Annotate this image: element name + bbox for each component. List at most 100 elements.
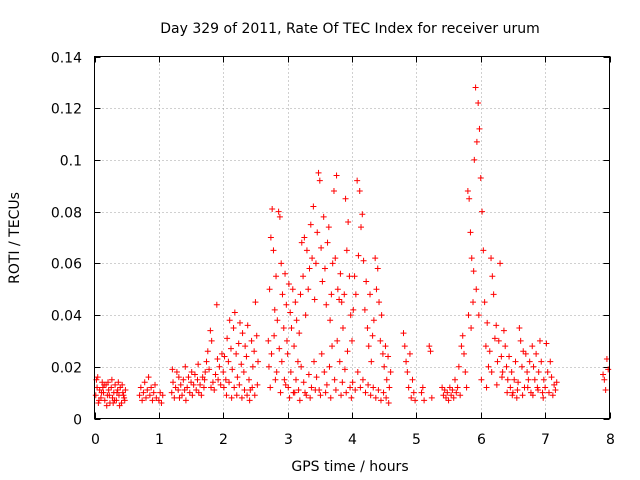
data-point bbox=[454, 384, 461, 391]
x-tick-labels: 0 1 2 3 4 5 6 7 8 bbox=[91, 432, 615, 448]
data-point bbox=[348, 394, 355, 401]
data-point bbox=[265, 337, 272, 344]
data-point bbox=[515, 379, 522, 386]
data-point bbox=[467, 229, 474, 236]
data-point bbox=[380, 389, 387, 396]
data-point bbox=[186, 389, 193, 396]
axis-ticks bbox=[94, 56, 611, 420]
data-point bbox=[409, 376, 416, 383]
data-point bbox=[298, 363, 305, 370]
data-point bbox=[378, 312, 385, 319]
data-point bbox=[410, 389, 417, 396]
y-tick-label: 0.12 bbox=[51, 102, 82, 118]
data-point bbox=[112, 381, 119, 388]
data-point bbox=[547, 358, 554, 365]
data-point bbox=[405, 384, 412, 391]
data-point bbox=[377, 337, 384, 344]
data-point bbox=[185, 374, 192, 381]
data-point bbox=[482, 343, 489, 350]
data-point bbox=[171, 394, 178, 401]
data-point bbox=[323, 301, 330, 308]
data-point bbox=[103, 402, 110, 409]
data-point bbox=[459, 332, 466, 339]
data-point bbox=[412, 397, 419, 404]
data-point bbox=[367, 291, 374, 298]
data-point bbox=[326, 363, 333, 370]
data-point bbox=[249, 384, 256, 391]
data-point bbox=[439, 384, 446, 391]
data-point bbox=[271, 332, 278, 339]
data-point bbox=[513, 394, 520, 401]
data-point bbox=[175, 387, 182, 394]
data-point bbox=[297, 291, 304, 298]
data-point bbox=[403, 358, 410, 365]
data-point bbox=[238, 361, 245, 368]
data-point bbox=[282, 270, 289, 277]
data-point bbox=[283, 337, 290, 344]
data-point bbox=[281, 376, 288, 383]
data-point bbox=[355, 252, 362, 259]
data-point bbox=[108, 376, 115, 383]
data-point bbox=[362, 389, 369, 396]
data-point bbox=[370, 317, 377, 324]
data-point bbox=[529, 392, 536, 399]
data-point bbox=[184, 384, 191, 391]
data-point bbox=[332, 387, 339, 394]
data-point bbox=[249, 363, 256, 370]
data-point bbox=[202, 368, 209, 375]
data-point bbox=[512, 358, 519, 365]
data-point bbox=[509, 392, 516, 399]
data-point bbox=[359, 376, 366, 383]
data-point bbox=[524, 384, 531, 391]
data-point bbox=[344, 348, 351, 355]
data-point bbox=[275, 208, 282, 215]
data-point bbox=[508, 368, 515, 375]
data-point bbox=[240, 368, 247, 375]
data-point bbox=[356, 187, 363, 194]
data-point bbox=[267, 384, 274, 391]
data-point bbox=[140, 389, 147, 396]
data-point bbox=[373, 286, 380, 293]
data-point bbox=[466, 195, 473, 202]
data-point bbox=[218, 350, 225, 357]
data-point bbox=[455, 363, 462, 370]
data-point bbox=[343, 247, 350, 254]
data-point bbox=[203, 358, 210, 365]
data-point bbox=[404, 368, 411, 375]
data-point bbox=[369, 332, 376, 339]
data-point bbox=[382, 343, 389, 350]
data-point bbox=[305, 286, 312, 293]
data-point bbox=[233, 392, 240, 399]
data-point bbox=[121, 397, 128, 404]
data-point bbox=[500, 327, 507, 334]
data-point bbox=[320, 213, 327, 220]
data-point bbox=[246, 397, 253, 404]
data-point bbox=[363, 278, 370, 285]
data-point bbox=[279, 291, 286, 298]
data-point bbox=[241, 387, 248, 394]
data-point bbox=[540, 376, 547, 383]
data-point bbox=[493, 381, 500, 388]
data-point bbox=[302, 389, 309, 396]
data-point bbox=[92, 392, 99, 399]
data-point bbox=[498, 353, 505, 360]
data-point bbox=[327, 317, 334, 324]
data-point bbox=[314, 229, 321, 236]
data-point bbox=[342, 195, 349, 202]
data-point bbox=[303, 247, 310, 254]
data-point bbox=[477, 175, 484, 182]
data-point bbox=[544, 368, 551, 375]
data-point bbox=[302, 312, 309, 319]
data-point bbox=[354, 368, 361, 375]
data-point bbox=[180, 376, 187, 383]
data-point bbox=[507, 384, 514, 391]
data-point bbox=[481, 299, 488, 306]
data-point bbox=[177, 381, 184, 388]
data-point bbox=[311, 358, 318, 365]
data-point bbox=[351, 273, 358, 280]
data-point bbox=[296, 330, 303, 337]
data-point bbox=[233, 350, 240, 357]
data-point bbox=[457, 392, 464, 399]
data-point bbox=[243, 353, 250, 360]
data-point bbox=[337, 270, 344, 277]
